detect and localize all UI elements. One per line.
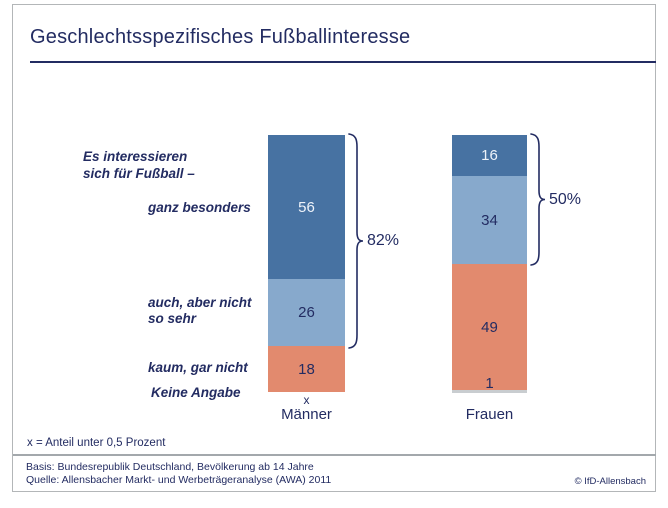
- chart-intro-line1: Es interessieren: [83, 149, 188, 164]
- bar-segment-frauen-3: [452, 390, 527, 393]
- chart-intro-label: Es interessieren sich für Fußball –: [83, 148, 195, 182]
- bar-segment-maenner-1: [268, 279, 345, 346]
- bar-segment-maenner-0: [268, 135, 345, 279]
- bar-value-label-maenner-1: 26: [298, 304, 315, 321]
- footer-divider: [13, 454, 656, 456]
- bar-value-label-maenner-0: 56: [298, 198, 315, 216]
- row-label-kaum-gar-nicht: kaum, gar nicht: [148, 360, 248, 375]
- below-threshold-marker-maenner: x: [303, 393, 310, 407]
- bar-value-label-frauen-2: 49: [481, 318, 498, 336]
- bar-value-label-frauen-0: 16: [481, 147, 498, 164]
- footer-quelle: Quelle: Allensbacher Markt- und Werbeträ…: [26, 474, 332, 486]
- row-label-ganz-besonders: ganz besonders: [148, 200, 251, 215]
- bar-value-label-frauen-3: 1: [485, 375, 494, 392]
- x-axis-label-frauen: Frauen: [465, 406, 514, 423]
- brace-total-label-maenner: 82%: [367, 232, 400, 249]
- x-axis-label-maenner: Männer: [281, 406, 332, 423]
- bar-segment-maenner-2: [268, 346, 345, 392]
- chart-footnote: x = Anteil unter 0,5 Prozent: [27, 437, 166, 449]
- row-label-auch-line2: so sehr: [148, 311, 197, 326]
- row-label-auch-line1: auch, aber nicht: [148, 295, 252, 310]
- chart-intro-line2: sich für Fußball –: [83, 166, 195, 181]
- page-title: Geschlechtsspezifisches Fußballinteresse: [30, 26, 411, 48]
- title-underline: [30, 61, 656, 63]
- row-label-auch-aber-nicht: auch, aber nicht so sehr: [148, 295, 252, 327]
- brace-total-label-frauen: 50%: [549, 190, 582, 208]
- bar-value-label-frauen-1: 34: [481, 211, 498, 229]
- brace-frauen: [530, 133, 546, 266]
- brace-maenner: [348, 133, 364, 349]
- footer-basis: Basis: Bundesrepublik Deutschland, Bevöl…: [26, 461, 314, 473]
- footer-copyright: © IfD-Allensbach: [574, 476, 646, 487]
- bar-value-label-maenner-2: 18: [298, 360, 315, 378]
- bar-segment-frauen-2: [452, 264, 527, 390]
- bar-segment-frauen-0: [452, 135, 527, 176]
- row-label-keine-angabe: Keine Angabe: [151, 385, 241, 400]
- bar-segment-frauen-1: [452, 176, 527, 264]
